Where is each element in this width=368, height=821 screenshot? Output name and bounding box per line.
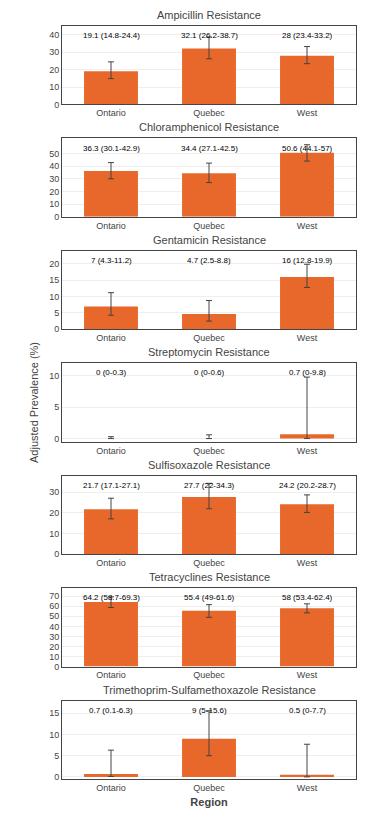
svg-text:21.7 (17.1-27.1): 21.7 (17.1-27.1): [83, 481, 140, 490]
svg-text:Ontario: Ontario: [96, 558, 126, 568]
svg-text:30: 30: [49, 174, 59, 184]
svg-text:Quebec: Quebec: [193, 221, 225, 231]
svg-text:28 (23.4-33.2): 28 (23.4-33.2): [282, 31, 333, 40]
svg-text:10: 10: [49, 292, 59, 302]
svg-text:20: 20: [49, 259, 59, 269]
svg-text:West: West: [297, 446, 318, 456]
svg-text:4.7 (2.5-8.8): 4.7 (2.5-8.8): [187, 256, 231, 265]
svg-text:Adjusted Prevalence (%): Adjusted Prevalence (%): [28, 342, 40, 463]
svg-text:19.1 (14.8-24.4): 19.1 (14.8-24.4): [83, 31, 140, 40]
svg-text:0: 0: [54, 549, 59, 559]
svg-text:58 (53.4-62.4): 58 (53.4-62.4): [282, 593, 333, 602]
svg-text:70: 70: [49, 591, 59, 601]
svg-text:20: 20: [49, 642, 59, 652]
svg-text:30: 30: [49, 487, 59, 497]
svg-text:16 (12.8-19.9): 16 (12.8-19.9): [282, 256, 333, 265]
svg-text:20: 20: [49, 508, 59, 518]
svg-text:27.7 (22-34.3): 27.7 (22-34.3): [184, 481, 235, 490]
svg-text:5: 5: [54, 308, 59, 318]
svg-text:55.4 (49-61.6): 55.4 (49-61.6): [184, 593, 235, 602]
svg-text:Trimethoprim-Sulfamethoxazole: Trimethoprim-Sulfamethoxazole Resistance: [103, 684, 316, 696]
svg-text:West: West: [297, 558, 318, 568]
svg-text:Ontario: Ontario: [96, 221, 126, 231]
svg-text:7 (4.3-11.2): 7 (4.3-11.2): [91, 256, 132, 265]
svg-text:Ontario: Ontario: [96, 783, 126, 793]
svg-text:50.6 (44.1-57): 50.6 (44.1-57): [282, 144, 333, 153]
svg-text:5: 5: [54, 402, 59, 412]
svg-text:10: 10: [49, 730, 59, 740]
svg-text:32.1 (26.2-38.7): 32.1 (26.2-38.7): [181, 31, 238, 40]
svg-text:50: 50: [49, 611, 59, 621]
svg-text:40: 40: [49, 622, 59, 632]
svg-text:50: 50: [49, 149, 59, 159]
svg-text:0 (0-0.3): 0 (0-0.3): [96, 368, 127, 377]
svg-text:30: 30: [49, 47, 59, 57]
svg-text:0.5 (0-7.7): 0.5 (0-7.7): [289, 706, 326, 715]
svg-text:West: West: [297, 783, 318, 793]
svg-text:15: 15: [49, 708, 59, 718]
svg-text:40: 40: [49, 161, 59, 171]
svg-text:Quebec: Quebec: [193, 670, 225, 680]
svg-text:Tetracyclines Resistance: Tetracyclines Resistance: [149, 571, 270, 583]
svg-text:Ontario: Ontario: [96, 670, 126, 680]
svg-text:Ontario: Ontario: [96, 333, 126, 343]
svg-text:20: 20: [49, 65, 59, 75]
svg-text:0: 0: [54, 100, 59, 110]
svg-text:10: 10: [49, 371, 59, 381]
svg-text:60: 60: [49, 601, 59, 611]
svg-text:24.2 (20.2-28.7): 24.2 (20.2-28.7): [279, 481, 336, 490]
svg-text:Region: Region: [190, 796, 228, 808]
svg-text:34.4 (27.1-42.5): 34.4 (27.1-42.5): [181, 144, 238, 153]
svg-text:0: 0: [54, 212, 59, 222]
svg-text:10: 10: [49, 82, 59, 92]
svg-text:0.7 (0.1-6.3): 0.7 (0.1-6.3): [89, 706, 133, 715]
svg-text:10: 10: [49, 652, 59, 662]
svg-text:Quebec: Quebec: [193, 558, 225, 568]
svg-text:0: 0: [54, 662, 59, 672]
svg-text:0 (0-0.6): 0 (0-0.6): [194, 368, 225, 377]
svg-text:0: 0: [54, 324, 59, 334]
svg-text:Quebec: Quebec: [193, 446, 225, 456]
svg-text:Gentamicin Resistance: Gentamicin Resistance: [153, 234, 266, 246]
svg-text:10: 10: [49, 199, 59, 209]
svg-text:0: 0: [54, 434, 59, 444]
svg-text:20: 20: [49, 187, 59, 197]
svg-text:Ontario: Ontario: [96, 446, 126, 456]
svg-text:Quebec: Quebec: [193, 333, 225, 343]
svg-text:Sulfisoxazole Resistance: Sulfisoxazole Resistance: [148, 459, 270, 471]
svg-text:West: West: [297, 670, 318, 680]
svg-text:30: 30: [49, 632, 59, 642]
svg-text:Chloramphenicol Resistance: Chloramphenicol Resistance: [139, 121, 279, 133]
svg-text:Ampicillin Resistance: Ampicillin Resistance: [157, 9, 261, 21]
svg-text:0.7 (0-9.8): 0.7 (0-9.8): [289, 368, 326, 377]
svg-text:5: 5: [54, 751, 59, 761]
svg-text:10: 10: [49, 529, 59, 539]
svg-text:Streptomycin Resistance: Streptomycin Resistance: [148, 346, 270, 358]
svg-text:15: 15: [49, 275, 59, 285]
svg-text:Quebec: Quebec: [193, 108, 225, 118]
svg-text:0: 0: [54, 772, 59, 782]
svg-text:64.2 (58.7-69.3): 64.2 (58.7-69.3): [83, 593, 140, 602]
svg-text:West: West: [297, 333, 318, 343]
svg-text:Ontario: Ontario: [96, 108, 126, 118]
svg-text:West: West: [297, 108, 318, 118]
svg-text:Quebec: Quebec: [193, 783, 225, 793]
svg-text:West: West: [297, 221, 318, 231]
svg-text:9 (5-15.6): 9 (5-15.6): [192, 706, 227, 715]
svg-text:36.3 (30.1-42.9): 36.3 (30.1-42.9): [83, 144, 140, 153]
svg-text:40: 40: [49, 30, 59, 40]
